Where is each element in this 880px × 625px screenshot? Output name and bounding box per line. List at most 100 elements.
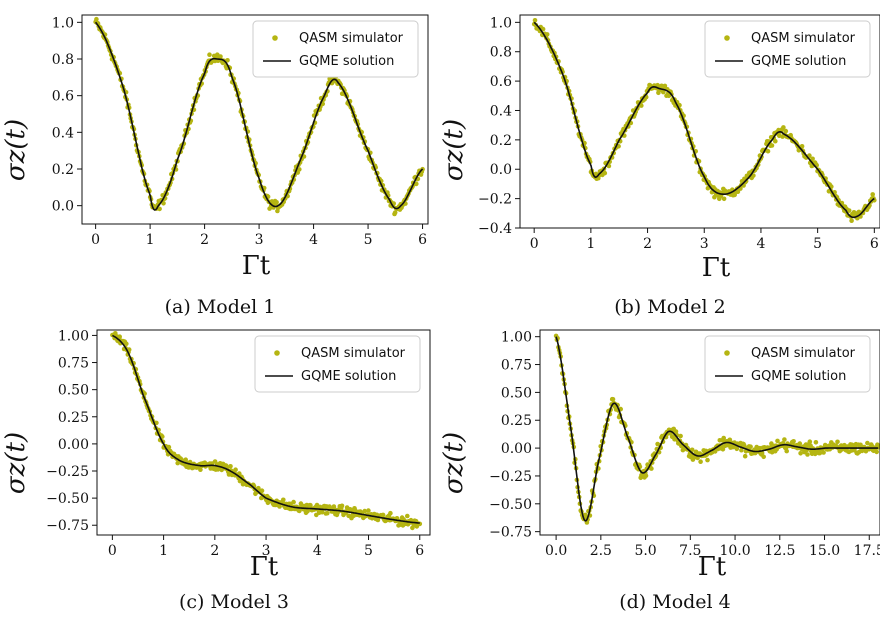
qasm-point <box>783 128 789 134</box>
qasm-point <box>748 444 753 450</box>
qasm-point <box>817 450 823 456</box>
x-tick-label: 1 <box>159 543 168 559</box>
axes-frame <box>81 14 429 225</box>
qasm-point <box>610 397 616 402</box>
qasm-point <box>705 457 710 463</box>
qasm-point <box>865 440 870 446</box>
y-tick-label: 0.25 <box>501 413 532 429</box>
y-axis-label: σz(t) <box>1 119 31 181</box>
qasm-point <box>198 467 203 473</box>
qasm-point <box>807 439 813 445</box>
qasm-point <box>797 441 803 446</box>
qasm-point <box>281 497 286 503</box>
qasm-point <box>207 52 212 57</box>
gqme-line <box>111 334 420 524</box>
y-tick-label: −0.25 <box>46 464 89 480</box>
legend-label: GQME solution <box>299 54 394 69</box>
y-tick-label: 0.25 <box>58 410 89 426</box>
y-tick-label: 0.6 <box>490 74 512 90</box>
legend: QASM simulator GQME solution <box>254 335 421 393</box>
x-axis-label: Γt <box>702 253 731 283</box>
legend-label: GQME solution <box>301 369 396 384</box>
qasm-point <box>277 504 282 509</box>
y-axis-label: σz(t) <box>439 432 469 494</box>
y-tick-label: 0.75 <box>501 358 532 374</box>
axes-frame <box>539 329 880 536</box>
qasm-point <box>362 508 368 514</box>
qasm-point <box>775 438 780 444</box>
qasm-point <box>544 32 550 37</box>
qasm-point <box>94 16 99 22</box>
chart-panel-1: 0 1 2 3 4 5 6 0.0 0.2 0.4 0.6 0.8 1.0 Γt σz(t) QASM sim… <box>1 14 429 318</box>
qasm-point <box>649 466 654 471</box>
qasm-point <box>325 510 330 516</box>
qasm-point <box>720 447 726 452</box>
qasm-point <box>846 208 852 213</box>
qasm-point <box>405 513 410 519</box>
x-tick-label: 0 <box>91 232 100 248</box>
x-tick-label: 5 <box>364 543 373 559</box>
x-tick-label: 15.0 <box>809 543 840 559</box>
y-tick-label: 0.00 <box>58 437 89 453</box>
y-tick-label: 1.0 <box>490 15 512 31</box>
x-tick-label: 5.0 <box>634 543 656 559</box>
y-tick-label: −0.50 <box>46 491 89 507</box>
qasm-point <box>821 450 826 455</box>
qasm-point <box>319 509 325 515</box>
qasm-point <box>606 163 612 169</box>
qasm-point <box>233 467 238 473</box>
qasm-point <box>392 210 398 215</box>
y-tick-label: 0.50 <box>58 383 89 399</box>
qasm-point <box>228 464 233 469</box>
x-tick-label: 17.5 <box>854 543 880 559</box>
chart-panel-4: 0.0 2.5 5.0 7.5 10.0 12.5 15.0 17.5 −0.75 −0.50 −0… <box>439 329 880 613</box>
legend-label: GQME solution <box>751 369 846 384</box>
y-tick-label: 1.0 <box>52 15 74 31</box>
panel-caption: (a) Model 1 <box>165 296 276 318</box>
qasm-point <box>870 192 875 197</box>
y-tick-label: 0.0 <box>490 162 512 178</box>
x-tick-label: 7.5 <box>679 543 701 559</box>
qasm-point <box>237 471 242 476</box>
gqme-line <box>94 21 424 211</box>
qasm-point <box>602 170 608 176</box>
y-tick-label: 0.8 <box>490 45 512 61</box>
y-tick-label: 0.4 <box>490 103 512 119</box>
gqme-line <box>533 21 875 219</box>
x-tick-label: 1 <box>146 232 155 248</box>
y-tick-label: −0.50 <box>489 497 532 513</box>
qasm-point <box>858 442 863 448</box>
qasm-point <box>874 449 879 455</box>
y-tick-label: −0.25 <box>489 469 532 485</box>
qasm-point <box>805 452 810 457</box>
y-tick-label: 0.50 <box>501 385 532 401</box>
qasm-point <box>225 58 230 63</box>
qasm-point <box>781 125 786 130</box>
qasm-point <box>742 453 748 459</box>
x-tick-label: 0 <box>108 543 117 559</box>
x-tick-label: 3 <box>262 543 271 559</box>
y-tick-label: 0.8 <box>52 52 74 68</box>
qasm-point <box>218 54 223 59</box>
x-tick-label: 6 <box>415 543 424 559</box>
qasm-point <box>259 488 265 494</box>
x-axis-label: Γt <box>698 552 727 582</box>
qasm-point <box>849 218 854 223</box>
qasm-point <box>782 437 787 442</box>
y-tick-label: 0.00 <box>501 441 532 457</box>
qasm-point <box>813 440 819 445</box>
y-tick-label: 1.00 <box>501 330 532 346</box>
x-tick-label: 2 <box>210 543 219 559</box>
y-tick-label: −0.75 <box>489 525 532 541</box>
x-tick-label: 1 <box>586 236 595 252</box>
legend-marker-qasm <box>724 350 730 356</box>
x-tick-label: 10.0 <box>719 543 750 559</box>
panel-caption: (c) Model 3 <box>179 591 289 613</box>
x-tick-label: 2 <box>200 232 209 248</box>
qasm-point <box>166 444 172 450</box>
x-tick-label: 4 <box>313 543 322 559</box>
qasm-point <box>769 143 775 148</box>
y-tick-label: −0.4 <box>478 221 512 237</box>
qasm-point <box>734 446 740 452</box>
